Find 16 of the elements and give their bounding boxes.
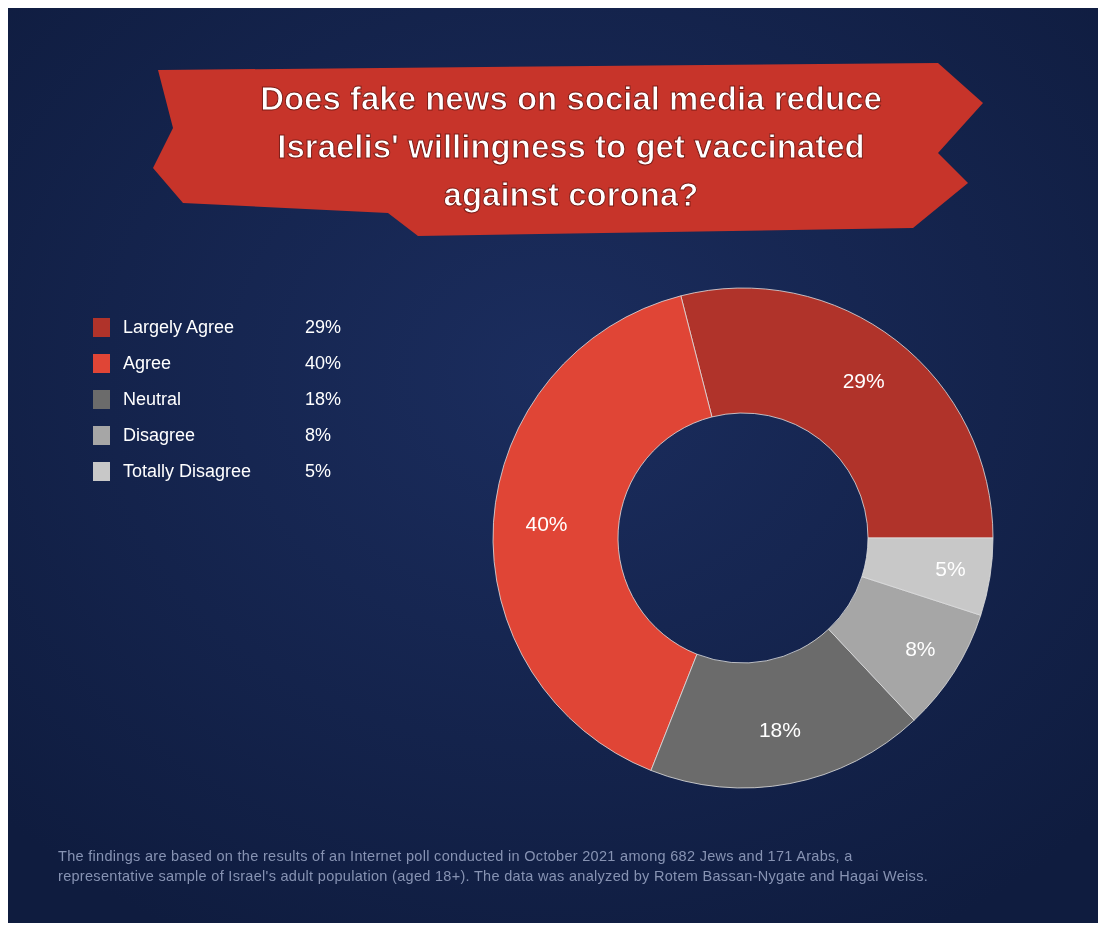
legend-label: Disagree: [123, 424, 196, 445]
legend-label: Neutral: [123, 388, 182, 409]
legend-label: Largely Agree: [123, 316, 235, 337]
text: The findings are based on the results of an Internet poll conducted in October 2021 among 682 Jews and 171 Arabs, a representative sample of Israel's adult population (aged 18+). The data was analyzed by Rotem Bassan-Nygate and Hagai Weiss.: [58, 848, 929, 884]
text: 18%: [305, 388, 342, 409]
data-label: 29%: [842, 368, 885, 392]
text: 5%: [305, 460, 332, 481]
legend-label: Agree: [123, 352, 172, 373]
text: 40%: [525, 512, 568, 536]
text: 29%: [305, 316, 342, 337]
legend-label: Totally Disagree: [123, 460, 252, 481]
text: 8%: [305, 424, 332, 445]
data-label: 8%: [905, 637, 936, 661]
data-label: 40%: [305, 352, 342, 373]
data-label: 18%: [758, 717, 801, 741]
chart-title: Does fake news on social media reduce Israelis' willingness to get vaccinated against corona?: [260, 79, 882, 213]
